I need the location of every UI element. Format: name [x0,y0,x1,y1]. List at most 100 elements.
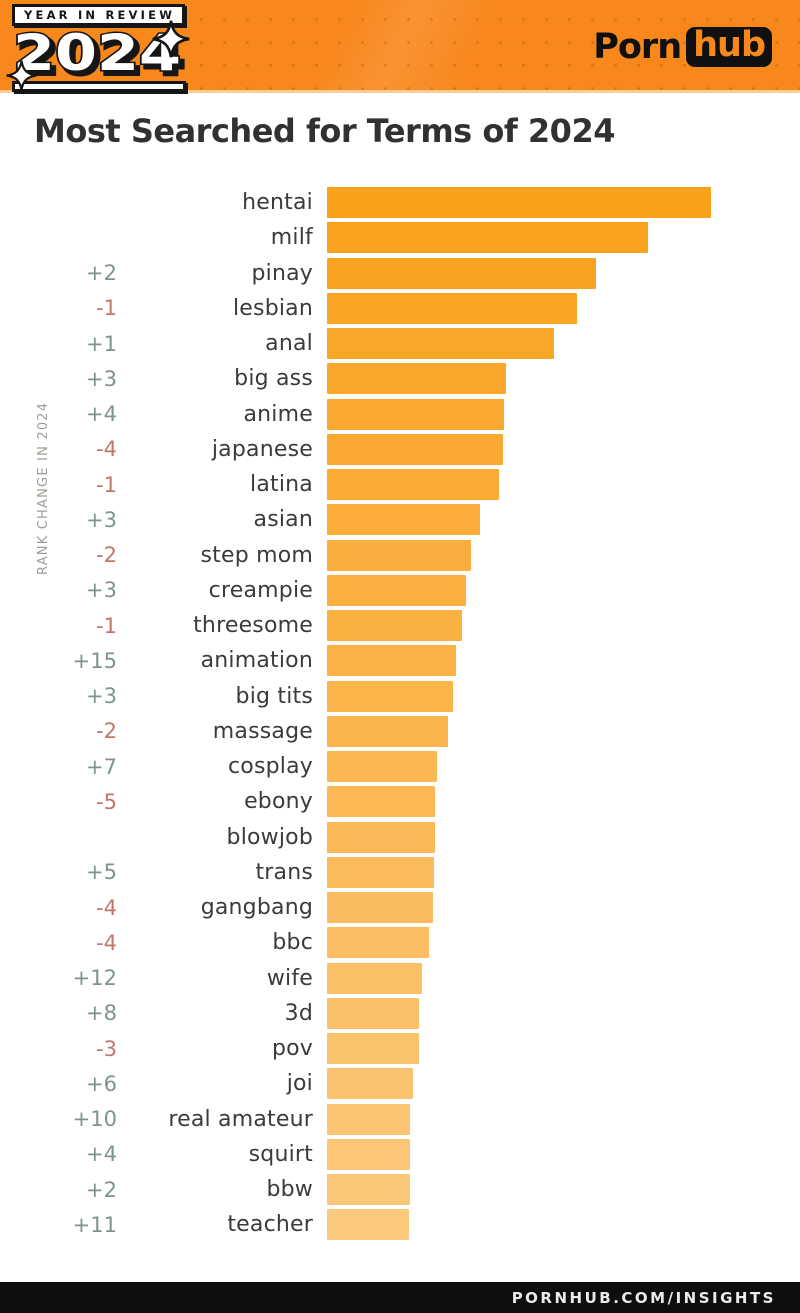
year-logo-text: 2024 2024 [12,23,187,83]
rank-change-value: +11 [72,1212,117,1237]
chart-row: +2 bbw [0,1172,800,1207]
term-label: asian [253,507,313,533]
rank-change-value: -4 [96,930,117,955]
term-bar [327,292,577,324]
term-label: real amateur [168,1106,313,1132]
term-label: step mom [200,542,313,568]
footer-url: PORNHUB.COM/INSIGHTS [511,1288,776,1307]
term-bar [327,187,711,219]
term-bar [327,433,503,465]
term-bar [327,574,466,606]
term-bar [327,504,480,536]
chart-row: +1 anal [0,326,800,361]
rank-change-value: -5 [96,789,117,814]
term-label: animation [200,648,313,674]
term-bar [327,398,504,430]
chart-row: +12 wife [0,961,800,996]
chart-row: blowjob [0,820,800,855]
chart-row: +6 joi [0,1066,800,1101]
term-label: threesome [193,613,313,639]
term-bar [327,1033,419,1065]
term-bar [327,222,648,254]
page-title: Most Searched for Terms of 2024 [34,112,615,150]
term-label: creampie [208,577,313,603]
term-bar [327,645,456,677]
header-divider [0,90,800,93]
badge-label: YEAR IN REVIEW [24,8,176,22]
term-bar [327,927,430,959]
term-label: anime [243,401,313,427]
chart-row: +10 real amateur [0,1102,800,1137]
header-banner: YEAR IN REVIEW 2024 2024 Porn hub [0,0,800,92]
term-label: hentai [242,190,313,216]
term-bar [327,1138,410,1170]
year-text: 2024 [13,24,181,82]
chart-row: -2 massage [0,714,800,749]
term-bar [327,786,436,818]
term-bar [327,1103,411,1135]
rank-change-value: +8 [86,1001,117,1026]
term-label: teacher [227,1212,313,1238]
rank-change-value: +3 [86,578,117,603]
term-label: pov [271,1036,313,1062]
term-label: milf [270,225,313,251]
year-in-review-logo: YEAR IN REVIEW 2024 2024 [6,4,212,92]
chart-row: +5 trans [0,855,800,890]
chart-row: hentai [0,185,800,220]
term-bar [327,680,453,712]
chart-row: +2 pinay [0,256,800,291]
chart-row: -2 step mom [0,538,800,573]
chart-row: -1 threesome [0,608,800,643]
rank-change-value: -3 [96,1036,117,1061]
chart-row: +8 3d [0,996,800,1031]
chart-row: +7 cosplay [0,749,800,784]
term-label: ebony [244,789,313,815]
rank-change-value: +6 [86,1071,117,1096]
term-bar [327,610,463,642]
term-label: massage [212,718,313,744]
term-label: bbc [272,930,313,956]
term-label: big ass [234,366,313,392]
year-shadow-text: 2024 [17,28,185,83]
term-label: joi [286,1071,313,1097]
rank-change-value: -2 [96,719,117,744]
rank-change-value: +4 [86,402,117,427]
term-bar [327,751,437,783]
term-label: wife [266,965,313,991]
chart-row: +11 teacher [0,1207,800,1242]
term-bar [327,715,448,747]
term-label: 3d [284,1000,313,1026]
brand-hub-text: hub [686,27,772,67]
chart-row: -4 gangbang [0,890,800,925]
term-bar [327,257,597,289]
term-label: latina [250,472,313,498]
chart-row: -1 lesbian [0,291,800,326]
pornhub-logo: Porn hub [593,27,772,67]
rank-change-value: +15 [72,648,117,673]
rank-change-value: +2 [86,1177,117,1202]
term-bar [327,821,435,853]
term-bar [327,1209,409,1241]
rank-change-value: -4 [96,437,117,462]
rank-change-value: +3 [86,366,117,391]
chart-row: +3 creampie [0,573,800,608]
rank-change-value: -1 [96,613,117,638]
rank-change-value: +3 [86,684,117,709]
rank-change-value: +3 [86,507,117,532]
term-bar [327,328,554,360]
term-label: anal [265,331,313,357]
term-label: japanese [211,436,313,462]
rank-change-value: +10 [72,1107,117,1132]
term-bar [327,1068,413,1100]
term-bar [327,856,435,888]
rank-change-value: -1 [96,472,117,497]
term-bar [327,1174,410,1206]
chart-row: +4 squirt [0,1137,800,1172]
chart-row: +4 anime [0,397,800,432]
logo-underline [12,81,186,92]
rank-change-value: +7 [86,754,117,779]
rank-change-value: +2 [86,261,117,286]
term-label: pinay [251,260,313,286]
bar-chart: hentai milf +2 pinay -1 lesbian +1 anal … [0,185,800,1243]
